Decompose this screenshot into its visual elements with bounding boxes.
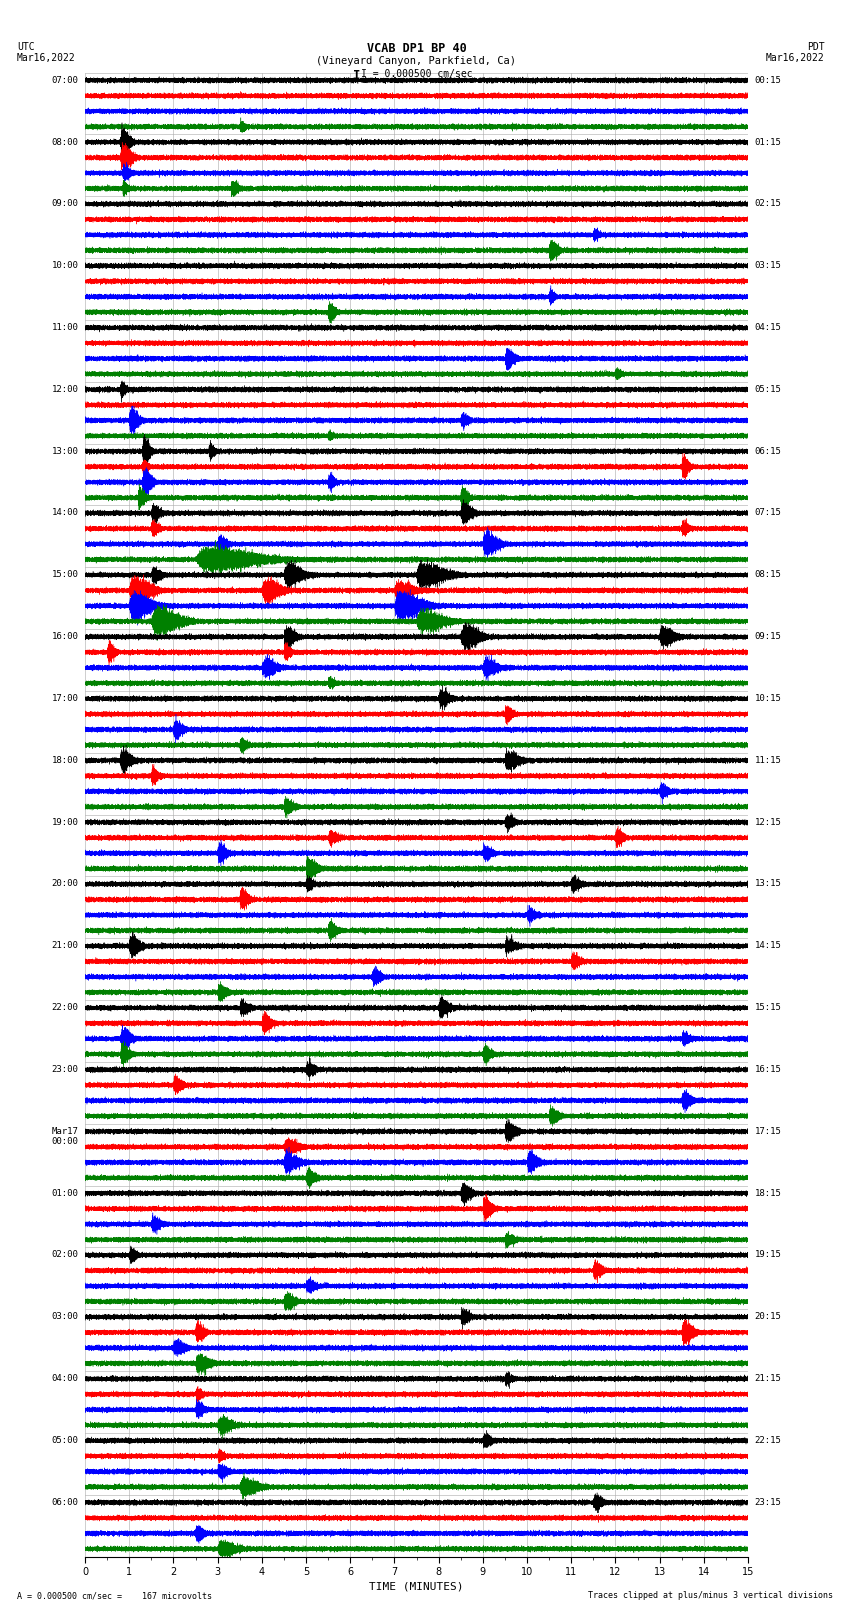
Text: 12:00: 12:00 [52, 386, 78, 394]
Text: 19:00: 19:00 [52, 818, 78, 826]
Text: 16:15: 16:15 [755, 1065, 781, 1074]
Text: 15:15: 15:15 [755, 1003, 781, 1011]
Text: 00:15: 00:15 [755, 76, 781, 84]
Text: I: I [354, 69, 360, 82]
Text: A = 0.000500 cm/sec =    167 microvolts: A = 0.000500 cm/sec = 167 microvolts [17, 1590, 212, 1600]
Text: 02:00: 02:00 [52, 1250, 78, 1260]
Text: 15:00: 15:00 [52, 571, 78, 579]
Text: VCAB DP1 BP 40: VCAB DP1 BP 40 [366, 42, 467, 55]
Text: 11:15: 11:15 [755, 756, 781, 765]
Text: 20:00: 20:00 [52, 879, 78, 889]
Text: 10:15: 10:15 [755, 694, 781, 703]
Text: 12:15: 12:15 [755, 818, 781, 826]
Text: Mar17
00:00: Mar17 00:00 [52, 1127, 78, 1147]
Text: 17:15: 17:15 [755, 1127, 781, 1136]
Text: 14:15: 14:15 [755, 942, 781, 950]
Text: 06:00: 06:00 [52, 1498, 78, 1507]
Text: 03:15: 03:15 [755, 261, 781, 269]
Text: 07:00: 07:00 [52, 76, 78, 84]
Text: 08:15: 08:15 [755, 571, 781, 579]
Text: 05:15: 05:15 [755, 386, 781, 394]
Text: 13:15: 13:15 [755, 879, 781, 889]
Text: (Vineyard Canyon, Parkfield, Ca): (Vineyard Canyon, Parkfield, Ca) [316, 56, 517, 66]
Text: 01:00: 01:00 [52, 1189, 78, 1197]
Text: 23:00: 23:00 [52, 1065, 78, 1074]
Text: 18:15: 18:15 [755, 1189, 781, 1197]
Text: 10:00: 10:00 [52, 261, 78, 269]
Text: 01:15: 01:15 [755, 137, 781, 147]
Text: 23:15: 23:15 [755, 1498, 781, 1507]
Text: 22:00: 22:00 [52, 1003, 78, 1011]
Text: 18:00: 18:00 [52, 756, 78, 765]
Text: 02:15: 02:15 [755, 200, 781, 208]
Text: 11:00: 11:00 [52, 323, 78, 332]
Text: 20:15: 20:15 [755, 1313, 781, 1321]
Text: 21:00: 21:00 [52, 942, 78, 950]
Text: 05:00: 05:00 [52, 1436, 78, 1445]
Text: 13:00: 13:00 [52, 447, 78, 455]
Text: 14:00: 14:00 [52, 508, 78, 518]
Text: 06:15: 06:15 [755, 447, 781, 455]
Text: 08:00: 08:00 [52, 137, 78, 147]
Text: 19:15: 19:15 [755, 1250, 781, 1260]
Text: UTC: UTC [17, 42, 35, 52]
Text: Mar16,2022: Mar16,2022 [17, 53, 76, 63]
Text: Traces clipped at plus/minus 3 vertical divisions: Traces clipped at plus/minus 3 vertical … [588, 1590, 833, 1600]
Text: 04:00: 04:00 [52, 1374, 78, 1382]
Text: I = 0.000500 cm/sec: I = 0.000500 cm/sec [360, 69, 473, 79]
Text: 07:15: 07:15 [755, 508, 781, 518]
Text: PDT: PDT [807, 42, 824, 52]
X-axis label: TIME (MINUTES): TIME (MINUTES) [369, 1581, 464, 1590]
Text: 04:15: 04:15 [755, 323, 781, 332]
Text: 22:15: 22:15 [755, 1436, 781, 1445]
Text: 17:00: 17:00 [52, 694, 78, 703]
Text: 09:00: 09:00 [52, 200, 78, 208]
Text: 21:15: 21:15 [755, 1374, 781, 1382]
Text: 09:15: 09:15 [755, 632, 781, 640]
Text: 03:00: 03:00 [52, 1313, 78, 1321]
Text: 16:00: 16:00 [52, 632, 78, 640]
Text: Mar16,2022: Mar16,2022 [766, 53, 824, 63]
